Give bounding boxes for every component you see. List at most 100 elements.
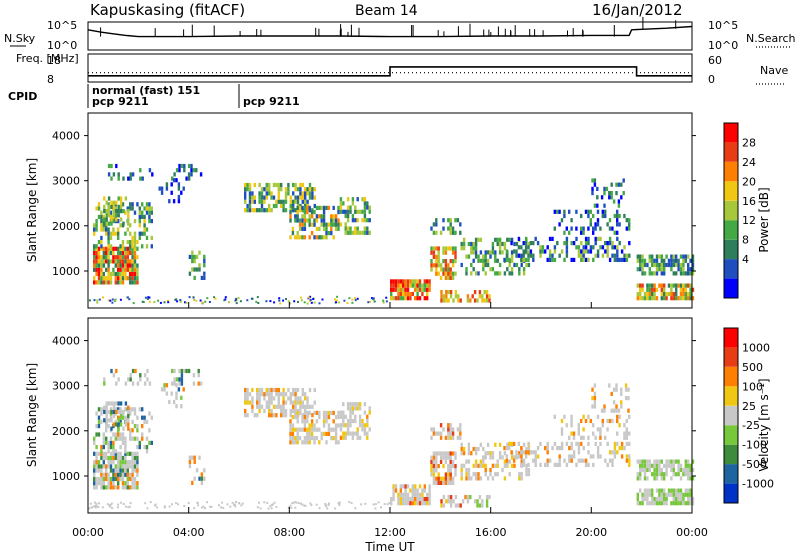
heatmap-cell [173,377,176,382]
heatmap-cell [358,209,362,214]
heatmap-cell [611,458,614,463]
heatmap-cell [289,210,292,215]
heatmap-cell [447,435,450,440]
heatmap-cell [670,459,673,464]
heatmap-cell [474,271,478,276]
heatmap-cell [136,460,139,465]
heatmap-cell [244,195,247,200]
heatmap-cell [124,210,127,215]
heatmap-cell [449,451,452,456]
heatmap-cell [560,441,564,446]
heatmap-cell [193,455,196,460]
heatmap-cell [466,298,470,303]
heatmap-cell [563,257,566,262]
heatmap-cell [599,245,602,250]
heatmap-cell [303,222,307,227]
heatmap-cell [265,400,268,405]
heatmap-cell [102,250,105,256]
heatmap-cell [309,502,312,505]
heatmap-cell [464,495,467,500]
heatmap-cell [682,258,685,263]
heatmap-cell [665,492,668,497]
heatmap-cell [565,236,569,241]
heatmap-cell [505,253,509,258]
heatmap-cell [178,381,181,386]
noise-right-tick-bottom: 10^0 [708,39,738,52]
heatmap-cell [127,213,130,218]
heatmap-cell [592,226,595,231]
heatmap-cell [313,410,316,415]
heatmap-cell [684,459,687,464]
heatmap-cell [235,302,238,305]
heatmap-cell [284,191,288,196]
heatmap-cell [133,455,137,461]
heatmap-cell [322,218,326,223]
heatmap-cell [440,294,443,299]
heatmap-cell [129,280,132,285]
y-tick-label: 1000 [52,470,80,483]
heatmap-cell [610,182,613,187]
heatmap-cell [109,436,113,441]
heatmap-cell [430,464,433,469]
heatmap-cell [618,257,621,262]
heatmap-cell [332,218,335,223]
heatmap-cell [311,191,314,196]
heatmap-cell [558,462,561,467]
heatmap-cell [107,244,110,249]
heatmap-cell [660,258,663,263]
heatmap-cell [313,222,316,227]
heatmap-cell [477,476,480,481]
heatmap-cell [177,182,181,187]
heatmap-cell [100,210,103,215]
colorbar-swatch [724,347,738,367]
colorbar-swatch [724,444,738,465]
heatmap-cell [582,249,585,254]
heatmap-cell [570,431,573,436]
heatmap-cell [589,249,593,254]
heatmap-cell [322,222,326,227]
heatmap-cell [655,476,659,481]
heatmap-cell [421,283,424,288]
heatmap-cell [141,424,144,429]
heatmap-cell [117,436,120,441]
heatmap-cell [346,213,350,219]
heatmap-cell [643,476,647,481]
heatmap-cell [655,271,659,276]
heatmap-cell [346,230,350,235]
heatmap-cell [115,200,118,205]
heatmap-cell [496,472,499,477]
heatmap-cell [240,504,243,507]
heatmap-cell [117,259,120,264]
heatmap-cell [406,279,410,284]
heatmap-cell [580,226,583,231]
heatmap-cell [268,191,271,196]
heatmap-cell [334,431,338,436]
heatmap-cell [119,464,122,469]
heatmap-cell [437,246,440,251]
heatmap-cell [628,222,631,227]
heatmap-cell [282,208,285,213]
heatmap-cell [313,187,316,192]
heatmap-cell [294,440,297,445]
heatmap-cell [111,298,114,301]
heatmap-cell [265,195,268,200]
heatmap-cell [175,377,179,382]
heatmap-cell [102,259,105,264]
heatmap-cell [255,300,258,303]
heatmap-cell [648,492,651,497]
heatmap-cell [648,296,651,301]
heatmap-cell [628,226,631,231]
heatmap-cell [682,472,685,477]
heatmap-cell [620,195,623,200]
heatmap-cell [270,208,273,213]
heatmap-cell [131,172,135,177]
heatmap-cell [691,254,695,259]
heatmap-cell [301,400,304,405]
heatmap-cell [399,296,402,301]
heatmap-cell [643,271,647,276]
heatmap-cell [582,230,585,235]
heatmap-cell [112,445,115,450]
heatmap-cell [454,472,457,477]
heatmap-cell [358,423,362,428]
heatmap-cell [467,446,471,452]
